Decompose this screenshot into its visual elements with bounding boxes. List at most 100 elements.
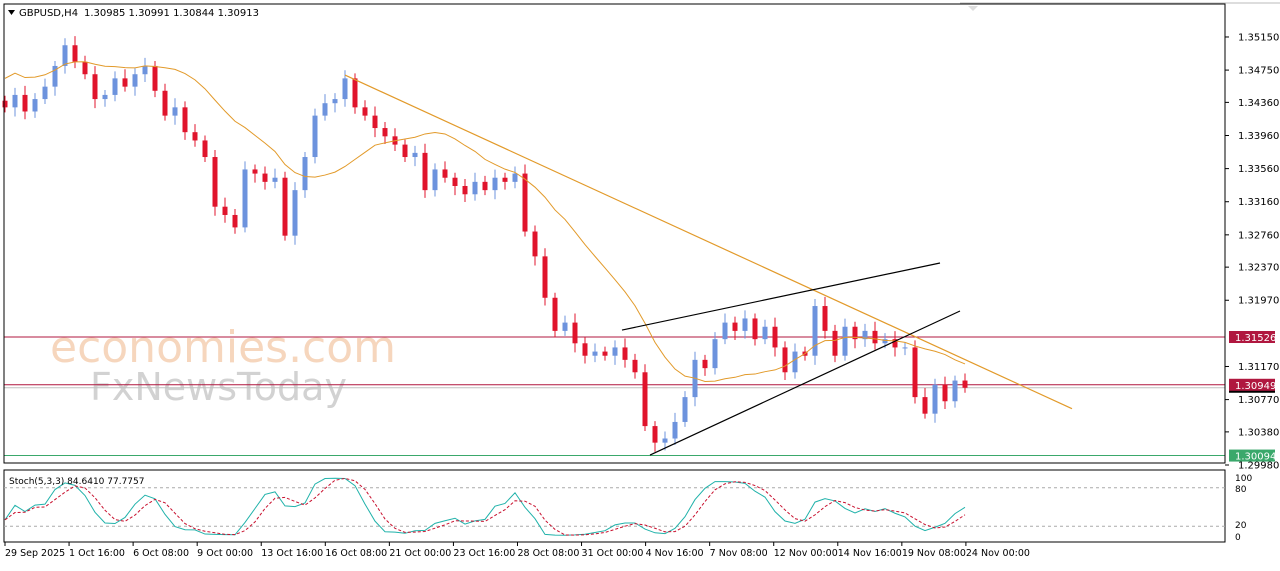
level-badge — [1229, 449, 1275, 462]
price-tick-label: 1.30380 — [1238, 427, 1279, 438]
bull-candle — [512, 173, 518, 182]
bull-candle — [862, 330, 868, 340]
price-tick-label: 1.33560 — [1238, 164, 1279, 175]
bull-candle — [132, 74, 138, 87]
time-tick-label: 16 Oct 08:00 — [325, 548, 387, 559]
time-tick-label: 31 Oct 00:00 — [582, 548, 644, 559]
bull-candle — [242, 169, 248, 228]
bull-candle — [662, 438, 668, 443]
level-badge-label: 1.31526 — [1235, 333, 1276, 344]
time-tick-label: 28 Oct 08:00 — [517, 548, 579, 559]
bear-candle — [552, 297, 558, 331]
bull-candle — [272, 177, 278, 182]
bull-candle — [302, 157, 308, 191]
bear-candle — [582, 343, 588, 356]
time-tick-label: 21 Oct 00:00 — [389, 548, 451, 559]
bear-candle — [912, 347, 918, 398]
bull-candle — [742, 318, 748, 331]
bear-candle — [852, 326, 858, 340]
bull-candle — [172, 107, 178, 116]
bull-candle — [432, 169, 438, 191]
watermark-fxnewstoday: FxNewsToday — [90, 365, 347, 409]
symbol-label: GBPUSD,H4 — [19, 8, 78, 19]
bear-candle — [782, 347, 788, 373]
price-tick-label: 1.30770 — [1238, 395, 1279, 406]
bear-candle — [892, 339, 898, 348]
bear-candle — [92, 74, 98, 100]
stoch-tick-label: 20 — [1235, 521, 1247, 531]
shift-marker-icon[interactable] — [968, 6, 978, 11]
time-tick-label: 4 Nov 16:00 — [646, 548, 704, 559]
time-tick-label: 6 Oct 08:00 — [133, 548, 189, 559]
channel-lower-line — [649, 310, 961, 456]
bear-candle — [372, 115, 378, 129]
stoch-signal-line — [4, 477, 966, 536]
stoch-main-line — [4, 477, 966, 536]
bear-candle — [152, 65, 158, 91]
bear-candle — [72, 45, 78, 62]
stoch-pane-frame — [3, 469, 1226, 543]
bear-candle — [732, 322, 738, 331]
price-axis[interactable]: 1.35150 1.34750 1.34360 1.33960 1.33560 1.331… — [1225, 32, 1279, 472]
bear-candle — [772, 326, 778, 348]
bull-candle — [672, 421, 678, 439]
bull-candle — [712, 339, 718, 369]
stoch-tick-label: 100 — [1235, 474, 1252, 484]
time-tick-label: 29 Sep 2025 — [5, 548, 65, 559]
trendlines[interactable] — [344, 74, 1073, 456]
bear-candle — [532, 231, 538, 257]
bear-candle — [642, 372, 648, 427]
bear-candle — [542, 256, 548, 298]
bear-candle — [232, 214, 238, 228]
price-tick-label: 1.32760 — [1238, 230, 1279, 241]
bull-candle — [112, 78, 118, 95]
bear-candle — [522, 173, 528, 232]
bull-candle — [762, 326, 768, 340]
bear-candle — [282, 177, 288, 236]
price-tick-label: 1.31170 — [1238, 362, 1279, 373]
bear-candle — [702, 359, 708, 369]
bear-candle — [832, 330, 838, 356]
time-tick-label: 7 Nov 08:00 — [710, 548, 768, 559]
bull-candle — [722, 322, 728, 340]
bull-candle — [562, 322, 568, 331]
bear-candle — [482, 181, 488, 191]
bear-candle — [222, 206, 228, 215]
bear-candle — [352, 78, 358, 108]
dropdown-triangle-icon[interactable] — [8, 10, 15, 15]
price-tick-label: 1.32370 — [1238, 263, 1279, 274]
stoch-label: Stoch(5,3,3) 84.6410 77.7757 — [9, 477, 144, 487]
time-tick-label: 19 Nov 08:00 — [902, 548, 966, 559]
bear-candle — [422, 152, 428, 191]
bear-candle — [502, 177, 508, 182]
time-tick-label: 23 Oct 16:00 — [453, 548, 515, 559]
level-badge — [1229, 331, 1275, 344]
price-tick-label: 1.35150 — [1238, 32, 1279, 43]
bull-candle — [322, 103, 328, 116]
bear-candle — [602, 351, 608, 356]
bull-candle — [52, 65, 58, 87]
time-tick-label: 14 Nov 16:00 — [838, 548, 902, 559]
bull-candle — [12, 94, 18, 108]
bear-candle — [382, 128, 388, 137]
time-tick-label: 12 Nov 00:00 — [774, 548, 838, 559]
ma-line — [4, 61, 966, 382]
bear-candle — [922, 397, 928, 414]
level-badge-label: 1.30094 — [1235, 452, 1276, 463]
bull-candle — [932, 384, 938, 414]
bear-candle — [82, 61, 88, 75]
level-labels: 1.31526 1.30949 1.30094 — [1229, 331, 1276, 463]
bull-candle — [882, 339, 888, 344]
bull-candle — [792, 351, 798, 373]
bull-candle — [312, 115, 318, 158]
downtrend-line — [344, 74, 1073, 410]
ohlc-values: 1.30985 1.30991 1.30844 1.30913 — [84, 8, 259, 19]
stoch-tick-label: 80 — [1235, 485, 1247, 495]
price-tick-label: 1.33160 — [1238, 197, 1279, 208]
bear-candle — [202, 140, 208, 158]
bear-candle — [632, 359, 638, 373]
time-axis[interactable]: 29 Sep 2025 1 Oct 16:00 6 Oct 08:00 9 Oct 0… — [4, 542, 1030, 559]
bear-candle — [362, 107, 368, 116]
